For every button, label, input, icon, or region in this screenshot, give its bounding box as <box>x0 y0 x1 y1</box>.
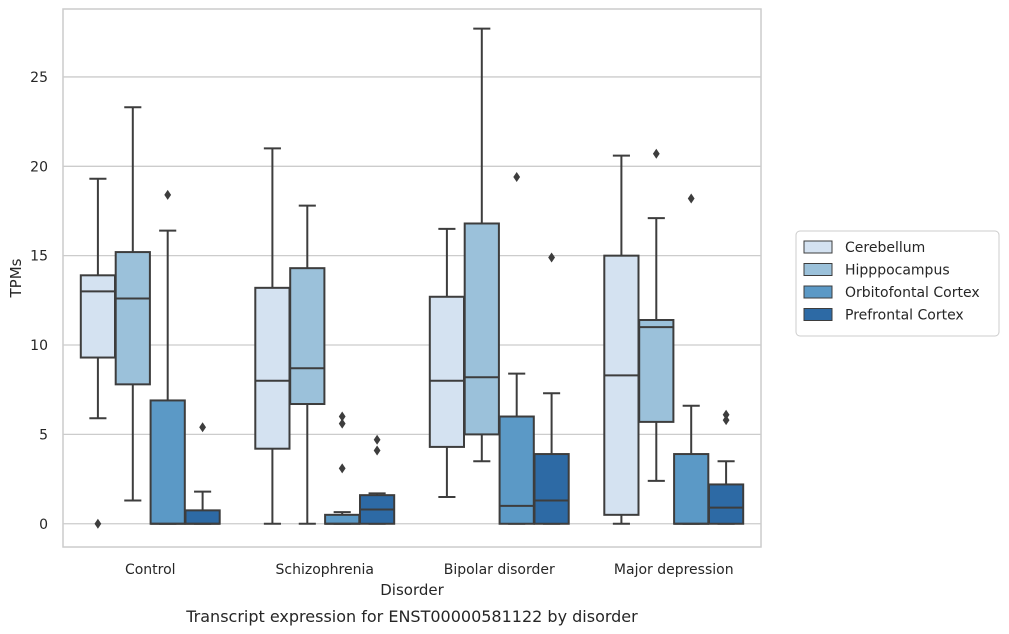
y-tick-label: 25 <box>30 70 48 86</box>
outlier-point <box>722 415 730 426</box>
box-iqr <box>184 509 221 525</box>
box-hipppocampus <box>638 148 675 482</box>
outlier-point <box>513 172 521 183</box>
x-tick-label: Schizophrenia <box>276 562 374 578</box>
outlier-point <box>373 445 381 456</box>
y-tick-label: 15 <box>30 249 48 265</box>
box-iqr <box>673 453 710 525</box>
box-prefrontal-cortex <box>184 422 221 525</box>
outlier-point <box>548 252 555 263</box>
x-tick-label: Control <box>125 562 176 578</box>
box-cerebellum <box>254 147 291 525</box>
box-iqr <box>603 254 640 516</box>
y-axis-label: TPMs <box>7 258 25 298</box>
box-orbitofontal-cortex <box>498 172 535 525</box>
y-tick-labels: 0 5 10 15 20 25 <box>30 70 48 533</box>
box-iqr <box>289 267 326 406</box>
x-tick-label: Bipolar disorder <box>444 562 555 578</box>
outlier-point <box>199 422 206 433</box>
legend-label: Hipppocampus <box>845 263 950 279</box>
legend-frame <box>795 230 1000 337</box>
box-orbitofontal-cortex <box>673 193 710 525</box>
plot-frame <box>62 8 762 548</box>
boxes <box>79 27 745 529</box>
x-tick-label: Major depression <box>614 562 734 578</box>
box-cerebellum <box>79 177 117 529</box>
x-axis-label: Disorder <box>380 581 444 599</box>
box-cerebellum <box>428 227 466 498</box>
box-prefrontal-cortex <box>533 252 570 525</box>
y-tick-label: 0 <box>39 517 48 533</box>
box-cerebellum <box>603 154 640 525</box>
legend-label: Cerebellum <box>845 240 925 256</box>
legend-label: Prefrontal Cortex <box>845 308 964 324</box>
box-iqr <box>638 319 675 423</box>
outlier-point <box>687 193 695 204</box>
y-tick-label: 20 <box>30 159 48 175</box>
legend-swatch <box>803 285 833 299</box>
outlier-point <box>338 463 346 474</box>
outlier-point <box>338 418 346 429</box>
box-hipppocampus <box>463 27 500 463</box>
box-iqr <box>324 513 361 525</box>
y-tick-label: 10 <box>30 338 48 354</box>
box-iqr <box>533 453 570 525</box>
box-iqr <box>254 286 291 450</box>
box-prefrontal-cortex <box>707 409 745 525</box>
chart-caption: Transcript expression for ENST0000058112… <box>185 607 638 626</box>
box-orbitofontal-cortex <box>324 411 361 525</box>
box-iqr <box>707 483 745 525</box>
box-prefrontal-cortex <box>358 434 396 525</box>
box-iqr <box>114 251 151 386</box>
legend-swatch <box>803 308 833 321</box>
outlier-point <box>94 518 102 529</box>
box-iqr <box>79 274 117 359</box>
outlier-point <box>722 409 730 420</box>
legend: Cerebellum Hipppocampus Orbitofontal Corte… <box>795 230 1000 337</box>
y-tick-label: 5 <box>39 427 48 443</box>
x-tick-labels: Control Schizophrenia Bipolar disorder Majo… <box>125 562 734 578</box>
box-iqr <box>463 222 500 436</box>
box-hipppocampus <box>289 204 326 525</box>
outlier-point <box>338 411 346 422</box>
outlier-point <box>164 189 172 200</box>
outlier-point <box>652 148 660 159</box>
legend-swatch <box>803 240 833 254</box>
outlier-point <box>373 434 381 445</box>
box-orbitofontal-cortex <box>149 189 186 525</box>
box-iqr <box>149 399 186 525</box>
box-hipppocampus <box>114 106 151 502</box>
legend-swatch <box>803 263 833 276</box>
box-iqr <box>428 295 466 448</box>
legend-label: Orbitofontal Cortex <box>845 285 980 301</box>
box-iqr <box>498 415 535 525</box>
